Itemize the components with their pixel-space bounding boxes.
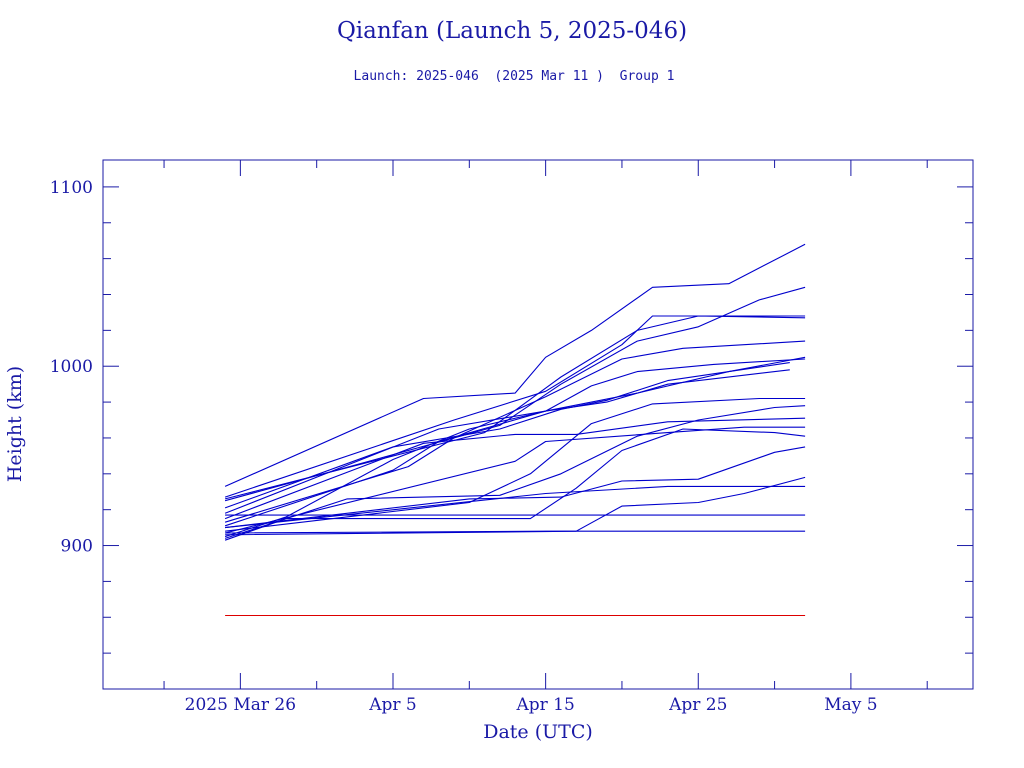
series-layer — [224, 243, 806, 541]
series-line-13 — [224, 426, 806, 534]
series-line-3 — [224, 315, 806, 500]
x-tick-label: Apr 25 — [668, 695, 727, 715]
x-axis-label: Date (UTC) — [483, 721, 593, 743]
x-tick-label: May 5 — [824, 695, 877, 715]
y-tick-label: 900 — [61, 537, 93, 557]
series-line-12 — [224, 417, 806, 520]
series-line-17 — [225, 485, 806, 529]
y-axis-label: Height (km) — [4, 366, 26, 482]
series-line-10 — [225, 397, 806, 532]
chart-subtitle: Launch: 2025-046 (2025 Mar 11 ) Group 1 — [354, 69, 675, 84]
series-line-11 — [224, 405, 806, 539]
x-tick-label: Apr 5 — [368, 695, 417, 715]
plot-frame — [102, 159, 974, 690]
series-line-8 — [224, 362, 790, 509]
chart-title: Qianfan (Launch 5, 2025-046) — [337, 18, 687, 44]
series-line-15 — [225, 446, 806, 529]
series-line-7 — [224, 356, 806, 538]
series-line-5 — [224, 340, 806, 523]
y-tick-label: 1000 — [50, 357, 93, 377]
y-axis: 900 1000 1100 — [50, 178, 973, 690]
y-tick-label: 1100 — [50, 178, 93, 198]
series-line-19 — [225, 530, 806, 534]
series-line-14 — [224, 428, 806, 541]
series-line-6 — [224, 358, 806, 527]
series-line-9 — [224, 369, 790, 514]
x-tick-label: 2025 Mar 26 — [185, 695, 296, 715]
series-line-1 — [224, 243, 806, 487]
series-line-4 — [224, 286, 806, 502]
series-line-2 — [224, 315, 806, 498]
x-tick-label: Apr 15 — [515, 695, 574, 715]
x-axis: 2025 Mar 26 Apr 5 Apr 15 Apr 25 May 5 — [163, 160, 928, 715]
